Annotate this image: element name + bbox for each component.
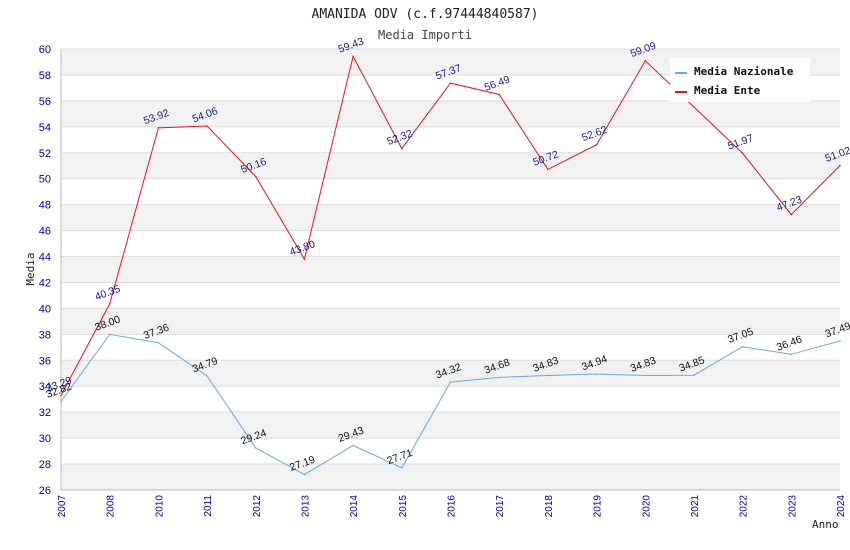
data-point xyxy=(595,143,598,146)
series-line-media-nazionale xyxy=(60,333,841,476)
x-tick-label: 2012 xyxy=(252,495,263,518)
y-tick-label: 58 xyxy=(39,70,51,82)
y-tick-label: 36 xyxy=(39,355,51,367)
data-point xyxy=(449,381,452,383)
data-point xyxy=(498,376,500,379)
data-point xyxy=(839,340,841,342)
data-point xyxy=(352,444,354,447)
grid-bands xyxy=(61,49,840,490)
x-tick-label: 2015 xyxy=(398,495,409,518)
x-tick-label: 2014 xyxy=(349,495,360,518)
legend-label-media-ente: Media Ente xyxy=(694,84,761,97)
legend-label-media-nazionale: Media Nazionale xyxy=(694,65,794,78)
data-point xyxy=(741,152,744,154)
y-tick-label: 54 xyxy=(39,122,51,134)
y-tick-label: 56 xyxy=(39,96,51,108)
y-tick-label: 30 xyxy=(39,433,51,445)
series-lines xyxy=(60,54,841,476)
data-point xyxy=(108,303,111,305)
legend-box xyxy=(670,58,810,102)
data-point xyxy=(352,55,354,58)
y-tick-label: 34 xyxy=(39,381,51,393)
data-point xyxy=(254,447,257,449)
x-tick-label: 2007 xyxy=(57,495,68,518)
grid-band xyxy=(61,204,840,231)
x-axis-label: Anno xyxy=(812,518,839,531)
grid-band xyxy=(61,100,840,127)
data-point xyxy=(839,164,841,167)
data-point xyxy=(303,258,306,260)
data-point xyxy=(741,345,744,348)
x-tick-label: 2017 xyxy=(495,495,506,518)
data-point xyxy=(790,213,793,216)
x-tick-label: 2013 xyxy=(300,495,311,518)
x-tick-label: 2020 xyxy=(641,495,652,518)
data-point xyxy=(401,147,403,150)
data-point xyxy=(303,473,306,476)
data-point xyxy=(157,341,160,344)
data-point xyxy=(644,60,647,62)
y-tick-label: 52 xyxy=(39,148,51,160)
y-tick-label: 38 xyxy=(39,329,51,341)
x-tick-label: 2018 xyxy=(544,495,555,518)
data-point xyxy=(206,375,208,377)
y-tick-label: 50 xyxy=(39,174,51,186)
data-point xyxy=(498,93,500,96)
y-tick-label: 48 xyxy=(39,200,51,212)
y-tick-label: 42 xyxy=(39,277,51,289)
data-point xyxy=(595,373,598,375)
data-point xyxy=(790,353,793,356)
y-tick-label: 32 xyxy=(39,407,51,419)
x-tick-label: 2010 xyxy=(154,495,165,518)
data-point xyxy=(547,168,549,171)
data-point xyxy=(693,374,695,377)
y-tick-label: 60 xyxy=(39,44,51,56)
data-label: 36.46 xyxy=(775,333,804,353)
grid-band xyxy=(61,256,840,283)
grid-band xyxy=(61,152,840,179)
legend: Media Nazionale Media Ente xyxy=(670,58,810,102)
grid-band xyxy=(61,464,840,490)
data-point xyxy=(449,82,452,84)
grid-band xyxy=(61,412,840,439)
data-point xyxy=(157,127,160,129)
data-point xyxy=(644,374,647,377)
axes xyxy=(60,49,840,491)
x-tick-label: 2008 xyxy=(106,495,117,518)
y-tick-label: 40 xyxy=(39,303,51,315)
data-label: 51.97 xyxy=(726,132,755,152)
y-tick-label: 28 xyxy=(39,459,51,471)
grid-band xyxy=(61,308,840,335)
y-tick-labels: 26 28 30 32 34 36 38 40 42 44 46 48 50 52 54 56 58 60 xyxy=(39,44,51,497)
y-axis-label: Media xyxy=(24,252,37,285)
y-tick-label: 26 xyxy=(39,485,51,497)
data-label: 56.49 xyxy=(483,74,512,94)
chart-title: AMANIDA ODV (c.f.97444840587) xyxy=(312,7,539,22)
y-tick-label: 44 xyxy=(39,252,51,264)
data-label: 40.35 xyxy=(93,283,122,303)
series-line-media-ente xyxy=(60,54,841,396)
x-tick-label: 2019 xyxy=(593,495,604,518)
x-tick-label: 2016 xyxy=(447,495,458,518)
x-tick-label: 2023 xyxy=(787,495,798,518)
x-tick-label: 2021 xyxy=(690,495,701,518)
data-point xyxy=(108,333,111,336)
chart-subtitle: Media Importi xyxy=(378,28,472,42)
data-point xyxy=(401,467,403,469)
x-tick-label: 2011 xyxy=(203,495,214,517)
data-point xyxy=(206,125,208,127)
data-point xyxy=(60,394,62,397)
data-point xyxy=(254,175,257,178)
x-tick-label: 2024 xyxy=(836,495,847,518)
x-tick-labels: 2007 2008 2010 2011 2012 2013 2014 2015 2016 2017… xyxy=(57,495,847,518)
y-tick-label: 46 xyxy=(39,226,51,238)
x-tick-label: 2022 xyxy=(739,495,750,518)
data-point xyxy=(60,400,62,403)
data-point xyxy=(547,374,549,377)
